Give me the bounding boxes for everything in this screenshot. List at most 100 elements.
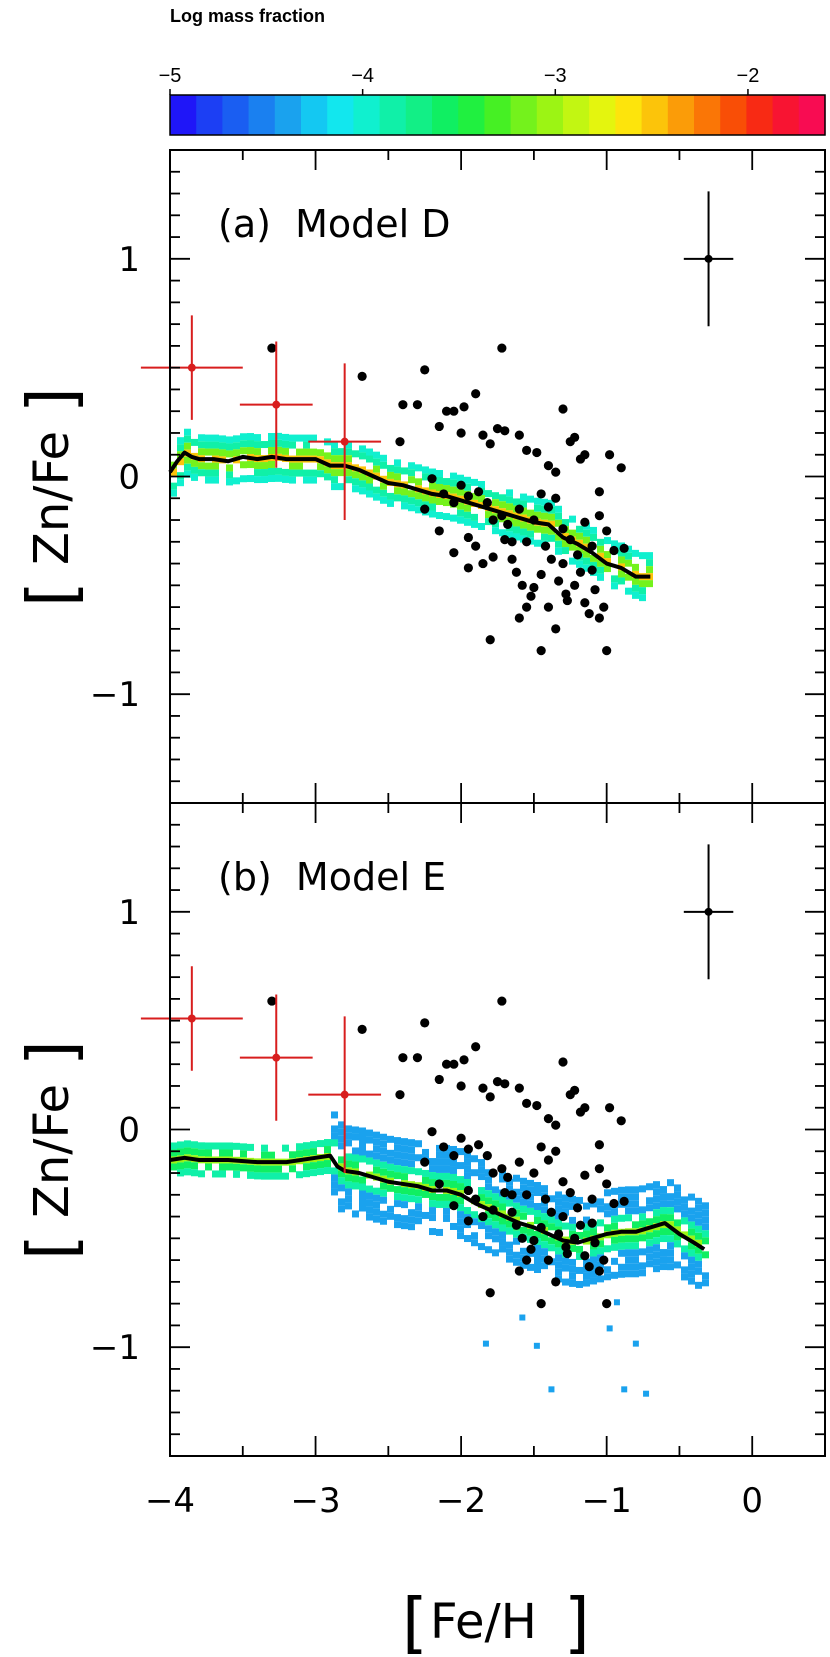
- observed-star: [602, 526, 612, 536]
- density-cell: [394, 459, 401, 467]
- density-cell: [366, 476, 373, 484]
- density-cell: [457, 1148, 464, 1156]
- density-cell: [338, 1170, 345, 1178]
- density-cell: [513, 1258, 520, 1266]
- density-cell: [499, 1196, 506, 1204]
- density-cell: [702, 1223, 709, 1231]
- density-cell: [303, 476, 310, 484]
- density-cell: [296, 462, 303, 470]
- density-cell: [569, 1195, 576, 1203]
- density-cell: [345, 1188, 352, 1196]
- density-cell: [492, 527, 499, 535]
- density-cell: [359, 1204, 366, 1212]
- density-cell: [324, 473, 331, 481]
- density-cell: [352, 1175, 359, 1183]
- observed-star: [449, 406, 459, 416]
- density-cell: [674, 1219, 681, 1227]
- colorbar: Log mass fraction −5 −4 −3 −2: [159, 6, 826, 136]
- density-cell: [261, 476, 268, 484]
- density-cell: [247, 475, 254, 483]
- density-cell: [464, 518, 471, 526]
- density-cell: [338, 1205, 345, 1213]
- panel-b-frame: [169, 802, 826, 1457]
- density-cell: [548, 1216, 555, 1224]
- density-cell: [233, 435, 240, 443]
- density-cell: [597, 573, 604, 581]
- density-cell: [597, 1198, 604, 1206]
- colorbar-cell: [222, 95, 250, 135]
- density-cell: [506, 489, 513, 497]
- density-cell: [548, 1386, 555, 1393]
- density-cell: [345, 441, 352, 449]
- density-cell: [275, 474, 282, 482]
- density-cell: [604, 1245, 611, 1253]
- density-cell: [527, 1193, 534, 1201]
- density-cell: [506, 1178, 513, 1186]
- density-cell: [380, 454, 387, 462]
- density-cell: [429, 1228, 436, 1236]
- observed-star: [471, 1042, 481, 1052]
- density-cell: [352, 1210, 359, 1218]
- density-cell: [520, 1226, 527, 1234]
- density-cell: [268, 446, 275, 454]
- density-cell: [387, 1184, 394, 1192]
- density-cell: [478, 522, 485, 530]
- density-cell: [359, 1134, 366, 1142]
- observed-star: [590, 585, 600, 595]
- density-cell: [380, 496, 387, 504]
- density-cell: [478, 1194, 485, 1202]
- density-cell: [520, 1212, 527, 1220]
- density-cell: [492, 1214, 499, 1222]
- colorbar-cell: [589, 95, 616, 135]
- density-cell: [233, 477, 240, 485]
- observed-star: [558, 524, 568, 534]
- colorbar-title: Log mass fraction: [170, 6, 325, 26]
- density-cell: [387, 464, 394, 472]
- colorbar-cell: [798, 95, 826, 135]
- density-cell: [205, 1163, 212, 1171]
- density-cell: [506, 1227, 513, 1235]
- density-cell: [639, 1213, 646, 1221]
- observed-star: [558, 558, 568, 569]
- density-cell: [632, 1263, 639, 1271]
- density-cell: [555, 533, 562, 541]
- density-cell: [415, 478, 422, 486]
- observed-star: [485, 1092, 495, 1102]
- density-cell: [506, 1199, 513, 1207]
- density-cell: [583, 1202, 590, 1210]
- density-cell: [555, 512, 562, 520]
- observed-star: [536, 1299, 546, 1309]
- observed-star: [500, 1188, 510, 1198]
- density-cell: [415, 1140, 422, 1148]
- density-cell: [527, 495, 534, 503]
- density-cell: [674, 1184, 681, 1192]
- density-cell: [625, 573, 632, 581]
- density-cell: [366, 455, 373, 463]
- density-cell: [443, 478, 450, 486]
- observed-star: [497, 343, 507, 353]
- density-cell: [646, 580, 653, 588]
- density-cell: [485, 1190, 492, 1198]
- density-cell: [401, 1152, 408, 1160]
- density-cell: [632, 1200, 639, 1208]
- density-cell: [170, 482, 177, 490]
- density-cell: [653, 1216, 660, 1224]
- density-cell: [408, 469, 415, 477]
- density-cell: [520, 1205, 527, 1213]
- density-cell: [513, 1195, 520, 1203]
- observed-star: [575, 1220, 586, 1230]
- observed-star: [434, 1074, 444, 1085]
- density-cell: [534, 1181, 541, 1189]
- colorbar-cell: [379, 95, 407, 135]
- density-cell: [569, 1223, 576, 1231]
- density-cell: [632, 1270, 639, 1278]
- density-cell: [688, 1249, 695, 1257]
- colorbar-tick-label: −3: [544, 65, 567, 87]
- density-cell: [667, 1242, 674, 1250]
- panel-a-observed-stars: [267, 343, 629, 656]
- density-cell: [485, 490, 492, 498]
- density-cell: [646, 1260, 653, 1268]
- density-cell: [611, 1208, 618, 1216]
- density-cell: [408, 1153, 415, 1161]
- density-cell: [345, 1181, 352, 1189]
